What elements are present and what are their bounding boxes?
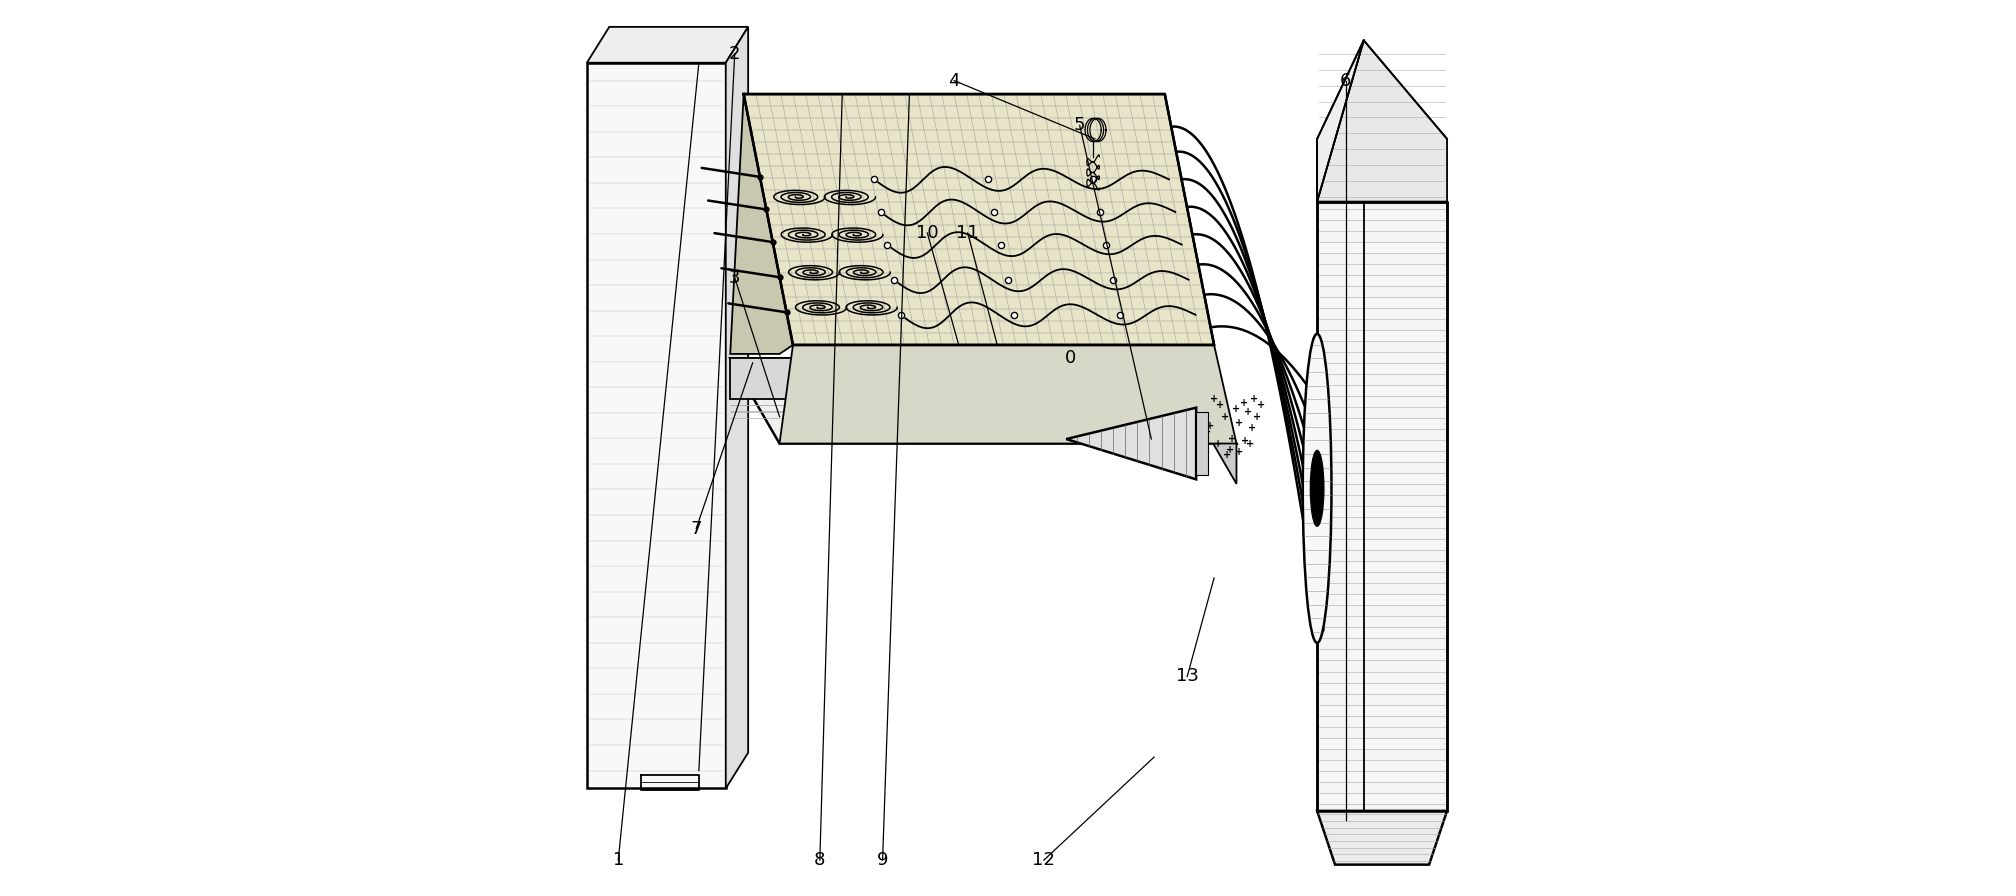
Polygon shape bbox=[1316, 811, 1447, 865]
Polygon shape bbox=[780, 345, 1236, 444]
Text: 3: 3 bbox=[730, 269, 740, 287]
Text: +: + bbox=[1256, 400, 1264, 410]
Polygon shape bbox=[726, 27, 748, 788]
Polygon shape bbox=[1316, 40, 1363, 202]
Text: +: + bbox=[1226, 444, 1234, 455]
Ellipse shape bbox=[1302, 334, 1331, 643]
Text: 7: 7 bbox=[689, 520, 702, 538]
Text: +: + bbox=[1228, 434, 1236, 444]
Polygon shape bbox=[1195, 412, 1208, 475]
Text: 8: 8 bbox=[814, 851, 825, 869]
Text: +: + bbox=[1210, 393, 1218, 404]
Polygon shape bbox=[730, 358, 1187, 399]
Polygon shape bbox=[730, 358, 1236, 444]
Text: 13: 13 bbox=[1175, 668, 1200, 685]
Ellipse shape bbox=[1310, 450, 1325, 526]
Text: 1: 1 bbox=[613, 851, 623, 869]
Polygon shape bbox=[1316, 40, 1447, 202]
Text: +: + bbox=[1206, 420, 1214, 431]
Polygon shape bbox=[730, 94, 792, 354]
Text: +: + bbox=[1248, 423, 1256, 434]
Text: 10: 10 bbox=[915, 224, 939, 242]
Polygon shape bbox=[1316, 202, 1447, 811]
Polygon shape bbox=[587, 63, 726, 788]
Text: +: + bbox=[1236, 447, 1244, 458]
Text: 5: 5 bbox=[1075, 116, 1085, 134]
Polygon shape bbox=[744, 94, 1214, 345]
Polygon shape bbox=[587, 27, 748, 63]
Text: +: + bbox=[1240, 398, 1248, 409]
Text: +: + bbox=[1222, 411, 1230, 422]
Text: 11: 11 bbox=[956, 224, 980, 242]
Text: +: + bbox=[1216, 400, 1224, 410]
Text: +: + bbox=[1204, 426, 1212, 437]
Text: +: + bbox=[1250, 393, 1258, 404]
Text: +: + bbox=[1214, 438, 1222, 449]
Text: 9: 9 bbox=[877, 851, 889, 869]
Text: 2: 2 bbox=[730, 45, 740, 63]
Text: +: + bbox=[1236, 418, 1244, 428]
Text: 12: 12 bbox=[1032, 851, 1054, 869]
Polygon shape bbox=[1187, 358, 1236, 484]
Text: +: + bbox=[1246, 438, 1254, 449]
Text: 4: 4 bbox=[948, 72, 960, 90]
Polygon shape bbox=[1066, 408, 1195, 479]
Text: +: + bbox=[1254, 411, 1262, 422]
Text: 0: 0 bbox=[1064, 349, 1077, 367]
Text: +: + bbox=[1244, 407, 1252, 418]
Text: 6: 6 bbox=[1341, 72, 1351, 90]
Text: +: + bbox=[1224, 450, 1232, 461]
Text: +: + bbox=[1242, 435, 1250, 446]
Text: +: + bbox=[1232, 404, 1240, 415]
